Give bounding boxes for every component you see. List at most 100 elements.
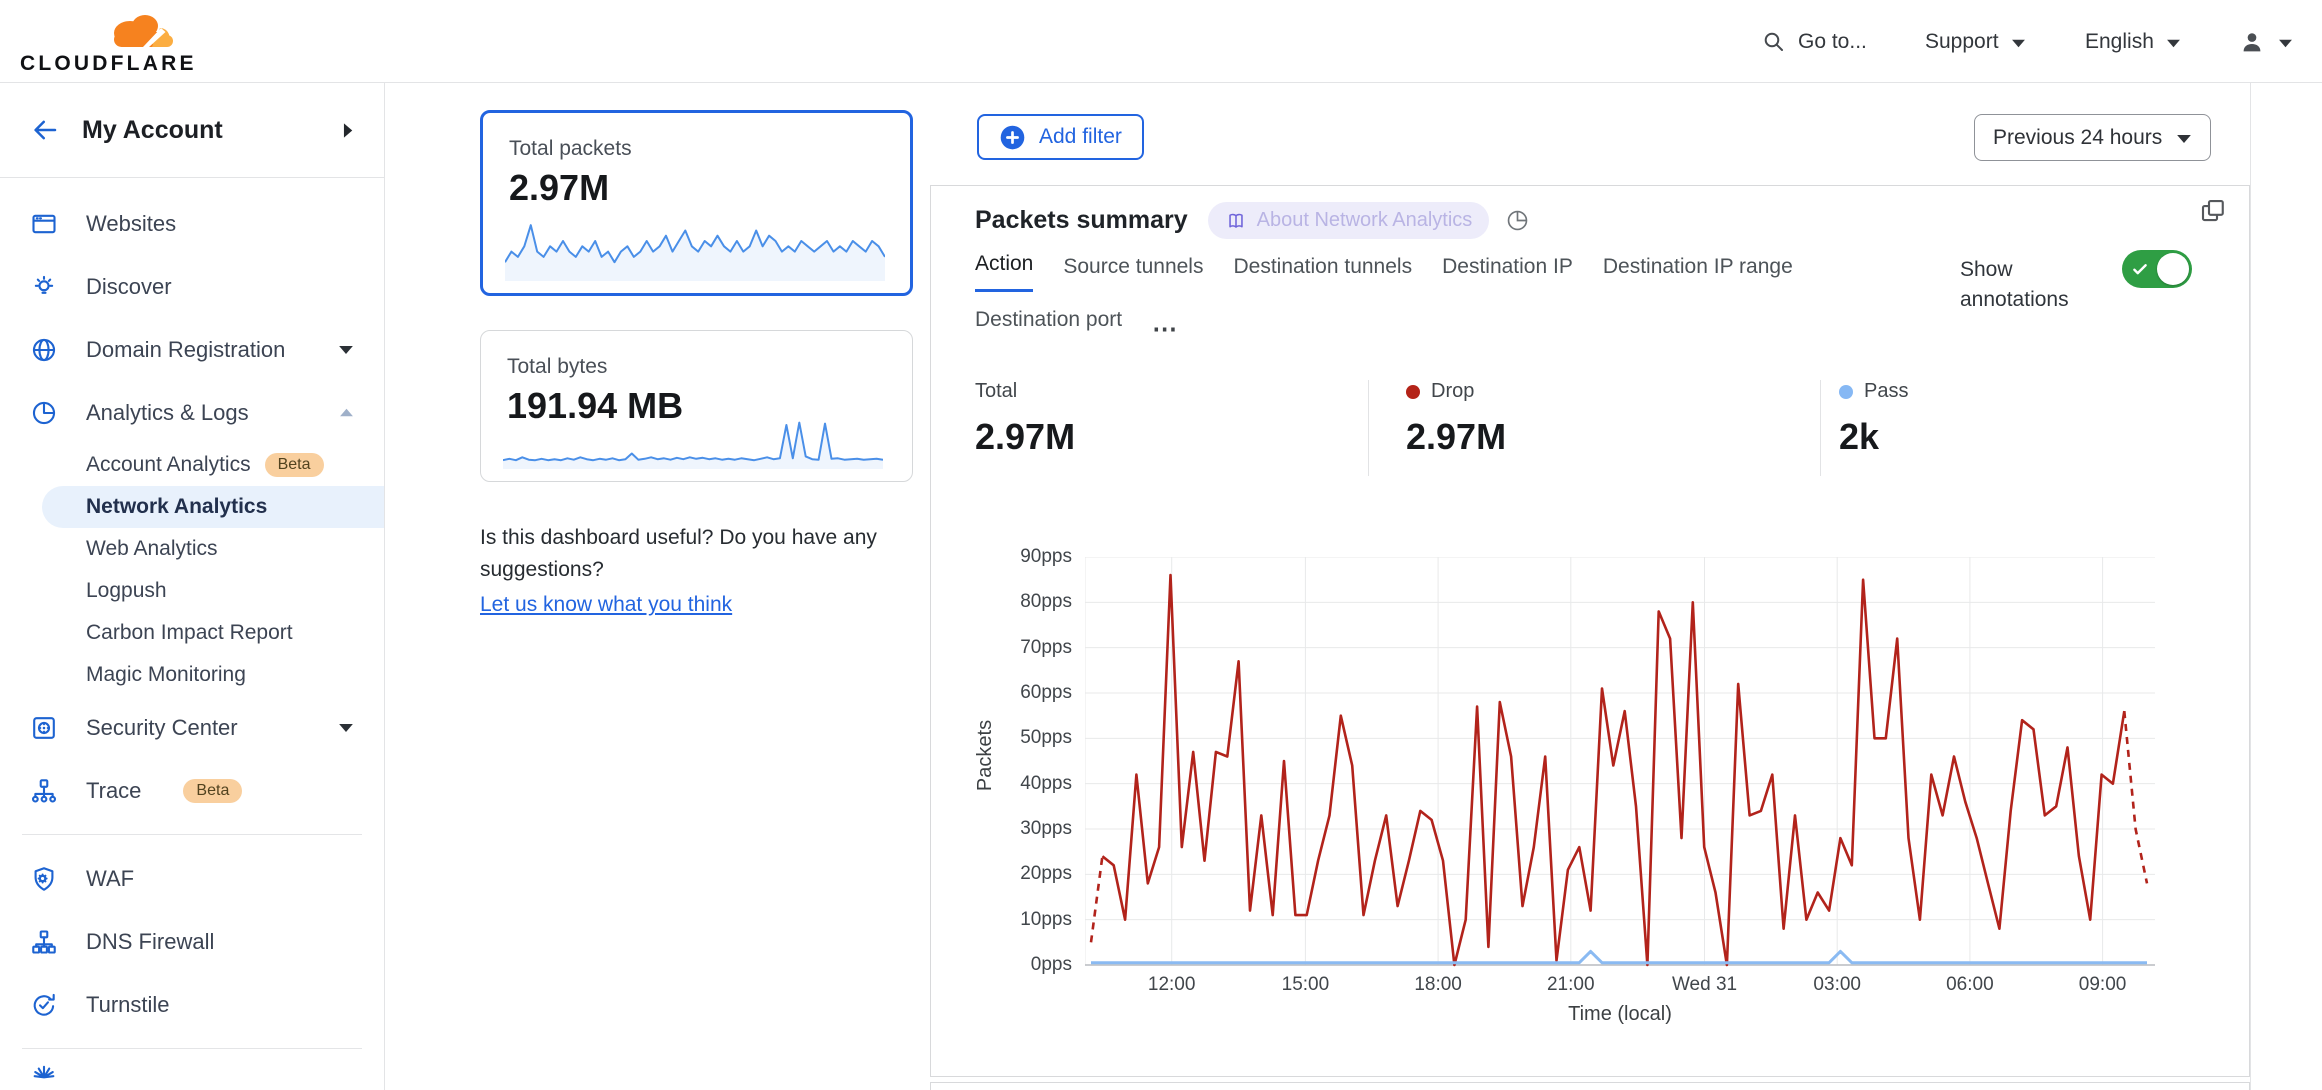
tab-destination-port[interactable]: Destination port [975,308,1123,331]
tab-row-1: Action Source tunnels Destination tunnels D… [975,252,1985,292]
sidebar-item-web-analytics[interactable]: Web Analytics [0,528,384,570]
sidebar-nav: Websites Discover Domain Registration Analy… [0,178,384,1090]
chart-canvas [1084,556,2155,967]
total-packets-card[interactable]: Total packets 2.97M [480,110,913,296]
x-tick-label: Wed 31 [1671,974,1738,995]
card-title: Total packets [509,137,632,160]
bytes-sparkline [503,421,883,469]
caret-down-icon [2166,38,2181,49]
sidebar-item-label: Carbon Impact Report [86,621,293,644]
sidebar-item-label: DNS Firewall [86,928,215,954]
packets-sparkline [505,224,885,281]
y-axis-tick-labels: 0pps 10pps 20pps 30pps 40pps 50pps 60pps 70pps 8… [930,546,1072,975]
globe-icon [30,336,58,364]
sidebar-item-dns-firewall[interactable]: DNS Firewall [0,910,384,973]
card-value: 2.97M [509,167,610,208]
show-annotations-label: Show annotations [1960,258,2069,312]
sidebar-item-analytics-logs[interactable]: Analytics & Logs [0,381,384,444]
book-icon [1225,210,1247,232]
goto-search[interactable]: Go to... [1762,0,1867,83]
sidebar-item-label: Web Analytics [86,537,218,560]
x-tick-label: 06:00 [1946,974,1994,995]
tab-source-tunnels[interactable]: Source tunnels [1063,255,1204,278]
stat-pass: Pass 2k [1820,380,2225,476]
sidebar-item-label: Websites [86,210,177,236]
panel-title: Packets summary [975,206,1188,234]
y-tick-label: 80pps [1020,591,1072,613]
language-label: English [2085,29,2154,53]
x-axis-title: Time (local) [1568,1003,1672,1025]
next-card-edge [930,1082,2250,1090]
about-network-analytics-badge[interactable]: About Network Analytics [1207,202,1490,239]
tab-destination-tunnels[interactable]: Destination tunnels [1233,255,1413,278]
sidebar-item-label: WAF [86,865,135,891]
account-header: My Account [0,83,384,178]
expand-copy-icon[interactable] [2198,196,2228,226]
lightbulb-icon [30,273,58,301]
sidebar-item-security-center[interactable]: Security Center [0,696,384,759]
browser-icon [30,210,58,238]
sidebar-item-logpush[interactable]: Logpush [0,570,384,612]
cloudflare-logo[interactable]: CLOUDFLARE [20,6,193,78]
sidebar-item-trace[interactable]: Trace Beta [0,759,384,822]
stat-value: 2.97M [975,416,1076,457]
tab-destination-ip-range[interactable]: Destination IP range [1602,255,1793,278]
sidebar-item-account-analytics[interactable]: Account Analytics Beta [0,444,384,486]
account-menu[interactable] [2238,0,2293,83]
tab-row-2: Destination port ⋯ [975,308,1985,345]
sidebar-item-more[interactable] [0,1061,384,1090]
add-filter-button[interactable]: Add filter [977,114,1144,160]
sidebar-item-waf[interactable]: WAF [0,847,384,910]
caret-down-icon [338,344,354,356]
sidebar-item-websites[interactable]: Websites [0,192,384,255]
drop-legend-dot [1406,384,1420,399]
chevron-right-icon[interactable] [339,121,356,140]
stat-value: 2k [1839,416,1880,457]
stat-label: Total [975,380,1018,402]
tab-action[interactable]: Action [975,252,1034,292]
sidebar-item-network-analytics[interactable]: Network Analytics [42,486,384,528]
language-menu[interactable]: English [2085,0,2181,83]
y-tick-label: 40pps [1020,772,1072,794]
sidebar-item-label: Analytics & Logs [86,399,249,425]
check-icon [2131,260,2149,278]
account-name[interactable]: My Account [82,115,223,144]
y-tick-label: 30pps [1020,818,1072,839]
sidebar-item-carbon-impact-report[interactable]: Carbon Impact Report [0,612,384,654]
caret-down-icon [2176,133,2192,145]
sidebar-item-domain-registration[interactable]: Domain Registration [0,318,384,381]
total-bytes-card[interactable]: Total bytes 191.94 MB [480,330,913,482]
stat-label-row: Pass [1839,380,2225,403]
stat-label: Drop [1431,380,1475,402]
sidebar-item-turnstile[interactable]: Turnstile [0,973,384,1036]
y-axis-title: Packets [974,719,996,792]
pass-legend-dot [1839,384,1853,399]
caret-down-icon [2278,38,2293,49]
pie-chart-icon [1505,208,1530,233]
sidebar-item-magic-monitoring[interactable]: Magic Monitoring [0,654,384,696]
support-label: Support [1925,29,1999,53]
feedback-question: Is this dashboard useful? Do you have an… [480,526,877,581]
feedback-link[interactable]: Let us know what you think [480,593,733,616]
feedback-block: Is this dashboard useful? Do you have an… [480,522,928,621]
caret-down-icon [2011,38,2026,49]
toggle-knob [2157,253,2189,285]
time-range-dropdown[interactable]: Previous 24 hours [1974,114,2212,161]
sidebar-item-label: Account Analytics [86,453,251,476]
packets-time-series-chart[interactable] [1084,556,2155,969]
tab-destination-ip[interactable]: Destination IP [1442,255,1573,278]
tab-overflow[interactable]: ⋯ [1152,315,1179,343]
y-tick-label: 20pps [1020,863,1072,885]
spark-icon [30,1061,58,1089]
time-range-label: Previous 24 hours [1993,125,2163,149]
trace-icon [30,777,58,805]
beta-badge: Beta [264,453,324,477]
sidebar-item-discover[interactable]: Discover [0,255,384,318]
show-annotations-toggle[interactable] [2122,250,2192,288]
turnstile-icon [30,991,58,1019]
support-menu[interactable]: Support [1925,0,2026,83]
arrow-left-icon[interactable] [30,115,60,145]
sidebar-item-label: Logpush [86,579,167,602]
y-tick-label: 60pps [1020,682,1072,703]
